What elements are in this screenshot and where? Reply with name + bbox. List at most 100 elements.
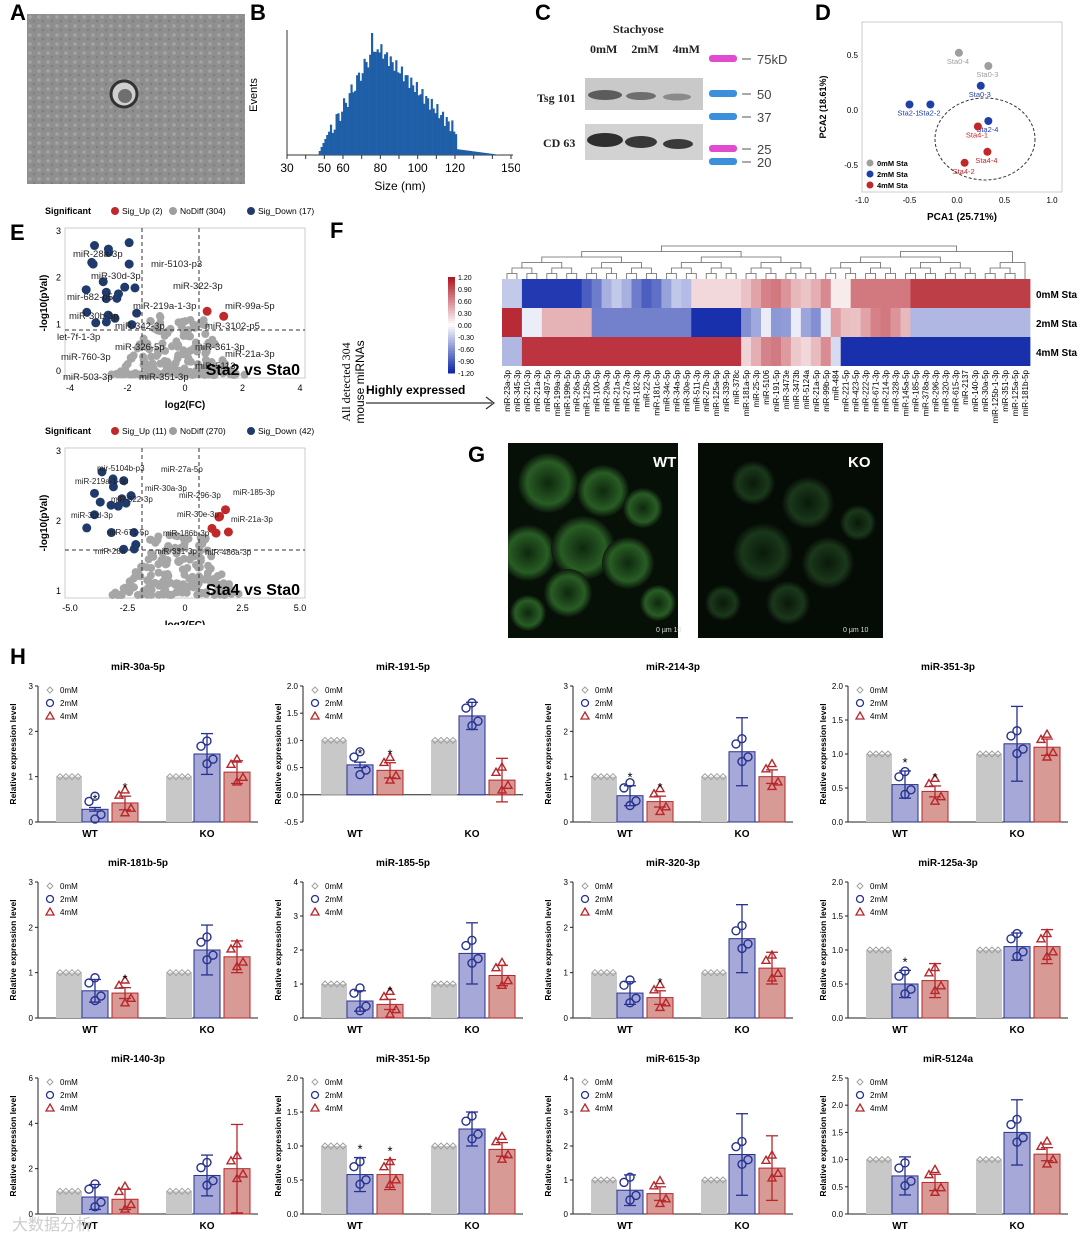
bar [866, 950, 892, 1018]
heatmap-col-label: miR-345-3p [513, 369, 522, 411]
colorbar-segment [448, 361, 455, 364]
heatmap-cell [581, 279, 593, 308]
histogram-bar [449, 131, 452, 155]
histogram-bar [324, 139, 327, 155]
legend-label: 0mM [870, 882, 888, 891]
volcano-ytick-label: 1 [56, 586, 61, 596]
bar-chart-ytick-label: 3 [29, 682, 34, 691]
triangle-marker [654, 979, 666, 989]
volcano-point [174, 351, 183, 360]
dendrogram-link [910, 267, 931, 274]
bar-chart-ytick-label: 3 [564, 878, 569, 887]
histogram-bar [382, 58, 385, 155]
diamond-marker [994, 1155, 1002, 1164]
heatmap-cell [990, 308, 1001, 337]
volcano-point-down [82, 307, 92, 317]
heatmap-cell [890, 337, 901, 366]
heatmap-cell [820, 308, 832, 337]
heatmap-cell [551, 279, 563, 308]
colorbar-segment [448, 337, 455, 340]
diamond-marker [994, 750, 1002, 758]
bar-chart-ytick-label: 0.5 [287, 1176, 299, 1185]
panel-label-a: A [10, 0, 26, 25]
bar-chart-ylabel: Relative expression level [8, 703, 18, 804]
circle-marker [737, 1159, 747, 1169]
volcano-point [164, 542, 173, 551]
heatmap-col-label: miR-185-5p [911, 369, 920, 411]
triangle-marker [237, 771, 249, 782]
volcano-point-down [129, 544, 139, 554]
group-label-wt: WT [892, 1221, 908, 1232]
circle-marker [473, 1129, 483, 1139]
circle-marker [894, 772, 904, 782]
diamond-marker [62, 1187, 70, 1196]
diamond-marker [701, 1176, 709, 1184]
circle-marker [737, 943, 747, 954]
heatmap-cell [671, 279, 682, 308]
colorbar-segment [448, 283, 455, 286]
volcano-point [146, 579, 155, 588]
histogram-bar [335, 114, 338, 155]
heatmap-cell [721, 279, 732, 308]
triangle-marker [1047, 946, 1059, 956]
dendrogram-link [725, 273, 737, 279]
bar-chart: miR-125a-3p Relative expression level 0.0 0… [818, 858, 1068, 1036]
volcano-point [203, 568, 212, 577]
bar-chart-title: miR-320-3p [646, 858, 700, 869]
diamond-marker [443, 980, 451, 988]
diamond-marker [994, 946, 1002, 954]
bar-chart-ytick-label: 2.0 [832, 1101, 844, 1110]
volcano-point-down [87, 257, 97, 267]
diamond-marker [62, 772, 70, 781]
panel-label-h: H [10, 644, 26, 669]
triangle-marker [496, 1153, 508, 1163]
histogram-bar [412, 85, 415, 155]
legend-label: 4mM [595, 712, 613, 721]
volcano-point [148, 368, 157, 377]
colorbar-label: -0.30 [458, 335, 474, 342]
heatmap-col-label: miR-328-3p [892, 369, 901, 411]
dendrogram-link [870, 267, 891, 274]
panel-label-d: D [815, 0, 831, 25]
dendrogram-link [685, 273, 697, 279]
histogram-bar [371, 33, 374, 155]
heatmap-cell [840, 279, 852, 308]
volcano-gene-label: miR-3102-p5 [205, 321, 260, 332]
circle-marker [467, 958, 477, 968]
heatmap-cell [920, 279, 931, 308]
volcano-point [186, 315, 195, 324]
circle-marker [84, 796, 94, 807]
bar-chart: miR-140-3p Relative expression level 0 2 4 6 W… [8, 1054, 258, 1232]
heatmap-cell [691, 279, 702, 308]
volcano-point [160, 586, 169, 595]
triangle-marker [119, 997, 131, 1007]
volcano-xtick-label: 4 [297, 383, 302, 393]
legend-label: 2mM [325, 699, 343, 708]
volcano-point-down [112, 293, 122, 303]
heatmap-cell [701, 337, 712, 366]
diamond-marker [166, 968, 174, 977]
legend-triangle-icon [309, 1102, 321, 1112]
heatmap-cell [940, 279, 951, 308]
histogram-bar [440, 115, 443, 155]
bar-chart-ytick-label: 2.0 [832, 682, 844, 691]
histogram-bar [376, 49, 379, 156]
diamond-marker [56, 1187, 64, 1196]
heatmap-col-label: miR-222-3p [862, 369, 871, 411]
heatmap-cell [810, 337, 822, 366]
heatmap-cell [800, 337, 812, 366]
histogram-bar [320, 147, 323, 155]
histogram-tick-label: 30 [280, 161, 294, 175]
histogram-bar [408, 87, 411, 155]
circle-marker [737, 920, 747, 931]
diamond-marker [56, 968, 64, 977]
volcano-point [208, 335, 217, 344]
diamond-marker [321, 736, 329, 745]
bar-chart: miR-181b-5p Relative expression level 0 1 2 3… [8, 858, 258, 1036]
bar-chart-ytick-label: 1.5 [832, 716, 844, 725]
volcano-ytick-label: 2 [56, 273, 61, 283]
bar-chart-ylabel: Relative expression level [543, 703, 553, 804]
volcano-point [190, 344, 199, 353]
cell [782, 477, 834, 529]
arrow-icon [485, 396, 495, 410]
